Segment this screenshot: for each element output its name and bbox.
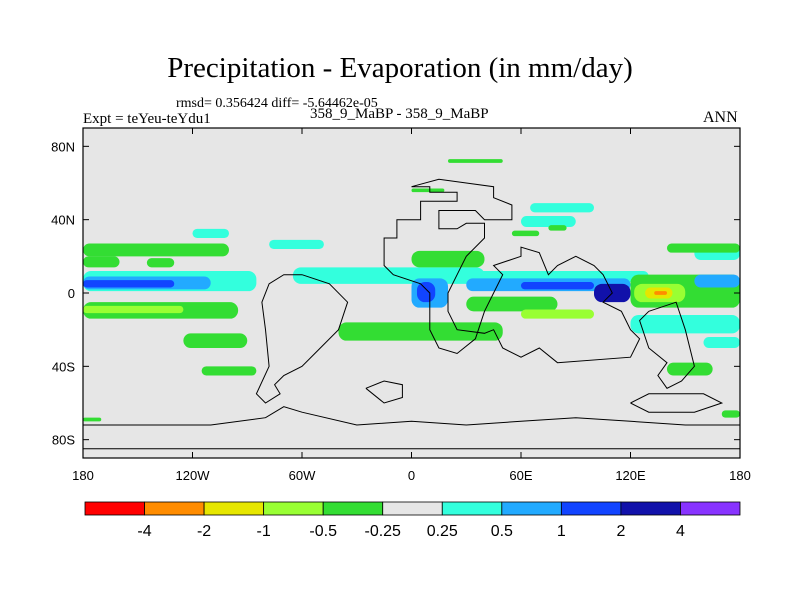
colorbar-label: -0.5 xyxy=(309,523,337,540)
y-tick-label: 40S xyxy=(52,359,75,374)
anomaly-region xyxy=(201,366,257,376)
anomaly-region xyxy=(269,239,324,249)
anomaly-region xyxy=(703,337,740,348)
anomaly-region xyxy=(694,274,740,288)
anomaly-region xyxy=(146,258,175,268)
anomaly-region xyxy=(630,315,740,334)
colorbar-label: 0.25 xyxy=(427,523,458,540)
colorbar-swatch xyxy=(203,501,265,516)
anomaly-region xyxy=(411,250,485,268)
y-tick-label: 40N xyxy=(51,213,75,228)
colorbar-swatch xyxy=(322,501,384,516)
y-tick-label: 80S xyxy=(52,433,75,448)
x-tick-label: 120E xyxy=(615,468,646,483)
anomaly-region xyxy=(548,225,567,231)
anomaly-region xyxy=(448,159,503,163)
anomaly-region xyxy=(521,216,576,227)
x-tick-label: 120W xyxy=(176,468,211,483)
anomaly-region xyxy=(83,305,184,314)
coastline xyxy=(365,380,403,404)
map-axes: 180 120W 60W 0 60E 120E 180 80N 40N 0 40S 80S xyxy=(51,127,751,483)
colorbar-swatch xyxy=(144,501,205,516)
experiment-label: Expt = teYeu-teYdu1 xyxy=(83,111,211,127)
comparison-label: 358_9_MaBP - 358_9_MaBP xyxy=(310,106,489,122)
anomaly-region xyxy=(511,230,540,237)
colorbar-label: -0.25 xyxy=(364,523,401,540)
anomaly-region xyxy=(667,243,740,253)
colorbar-swatch xyxy=(560,501,622,516)
colorbar-label: -1 xyxy=(257,523,271,540)
x-tick-label: 180 xyxy=(729,468,751,483)
colorbar-label: 4 xyxy=(676,523,685,540)
anomaly-region xyxy=(466,296,558,312)
y-tick-label: 0 xyxy=(68,286,75,301)
anomaly-region xyxy=(721,410,740,418)
coastline xyxy=(630,393,724,413)
anomaly-region xyxy=(83,256,120,268)
y-tick-label: 80N xyxy=(51,139,75,154)
coastline xyxy=(383,178,641,364)
x-tick-label: 180 xyxy=(72,468,94,483)
colorbar-swatch xyxy=(501,501,562,516)
anomaly-region xyxy=(411,188,445,193)
colorbar: -4 -2 -1 -0.5 -0.25 0.25 0.5 1 2 4 xyxy=(84,501,741,540)
anomaly-region xyxy=(521,282,594,290)
x-tick-label: 0 xyxy=(408,468,415,483)
anomaly-region xyxy=(83,243,229,257)
anomaly-region xyxy=(183,333,248,348)
colorbar-swatch xyxy=(382,501,443,516)
colorbar-swatch xyxy=(441,501,503,516)
colorbar-swatch xyxy=(84,501,145,516)
x-tick-label: 60W xyxy=(289,468,316,483)
x-tick-label: 60E xyxy=(509,468,532,483)
anomaly-region xyxy=(530,203,594,213)
anomaly-region xyxy=(416,282,436,303)
colorbar-swatch xyxy=(263,501,324,516)
colorbar-label: 2 xyxy=(616,523,625,540)
colorbar-label: 1 xyxy=(557,523,566,540)
colorbar-swatch xyxy=(620,501,681,516)
stats-label: rmsd= 0.356424 diff= -5.64462e-05 xyxy=(176,96,378,111)
colorbar-swatch xyxy=(680,501,741,516)
anomaly-region xyxy=(521,309,594,319)
colorbar-label: -2 xyxy=(197,523,211,540)
anomaly-region xyxy=(83,417,102,422)
coastline xyxy=(255,274,349,404)
colorbar-label: -4 xyxy=(137,523,151,540)
anomaly-region xyxy=(192,228,229,238)
chart-title: Precipitation - Evaporation (in mm/day) xyxy=(167,52,633,84)
colorbar-label: 0.5 xyxy=(491,523,513,540)
anomaly-region xyxy=(83,280,175,288)
coastline xyxy=(639,301,695,389)
season-label: ANN xyxy=(703,109,738,126)
anomaly-region xyxy=(667,362,713,376)
anomaly-region xyxy=(654,291,667,295)
anomaly-region xyxy=(338,322,503,341)
